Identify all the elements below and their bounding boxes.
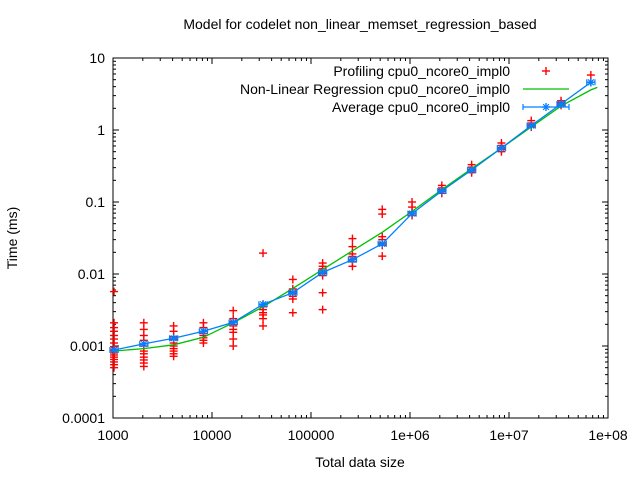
legend-sample-average-marker (542, 103, 550, 111)
legend-label-profiling: Profiling cpu0_ncore0_impl0 (333, 63, 510, 79)
x-tick-label: 10000 (193, 427, 232, 443)
average-point (408, 210, 416, 217)
average-point (319, 269, 326, 276)
average-point (557, 100, 565, 108)
y-tick-label: 1 (97, 122, 105, 138)
average-point (140, 340, 148, 348)
average-line (113, 81, 592, 351)
x-tick-label: 1e+08 (588, 427, 628, 443)
average-point (527, 122, 535, 129)
x-ticks: 1000 10000 100000 1e+06 1e+07 1e+08 (97, 58, 628, 443)
plot-border (112, 57, 609, 419)
average-point (349, 256, 356, 264)
legend-samples (522, 67, 570, 111)
average-point (438, 187, 446, 195)
x-tick-label: 1e+06 (390, 427, 430, 443)
x-tick-label: 1000 (97, 427, 128, 443)
y-axis-label: Time (ms) (4, 207, 20, 269)
average-point (259, 300, 267, 308)
legend-label-average: Average cpu0_ncore0_impl0 (332, 99, 510, 115)
average-point (498, 144, 505, 152)
legend-label-regression: Non-Linear Regression cpu0_ncore0_impl0 (240, 81, 510, 97)
y-tick-label: 0.0001 (62, 410, 105, 426)
x-tick-label: 100000 (288, 427, 335, 443)
y-tick-label: 0.01 (78, 266, 105, 282)
average-point (468, 166, 475, 174)
chart-title: Model for codelet non_linear_memset_regr… (183, 16, 536, 32)
x-tick-label: 1e+07 (489, 427, 529, 443)
regression-line (112, 86, 598, 352)
average-point (587, 78, 595, 86)
average-point (110, 346, 118, 354)
series-regression (112, 86, 598, 352)
average-point (378, 240, 386, 248)
series-profiling (110, 71, 595, 372)
average-point (170, 334, 177, 342)
x-axis-label: Total data size (315, 454, 405, 470)
average-point (229, 319, 237, 326)
average-point (200, 327, 207, 335)
y-tick-label: 0.001 (70, 338, 105, 354)
y-tick-label: 10 (89, 50, 105, 66)
plot-area: 1000 10000 100000 1e+06 1e+07 1e+08 0.0001 0.00… (62, 50, 628, 443)
series-average (109, 78, 596, 354)
y-tick-label: 0.1 (86, 194, 106, 210)
average-point (289, 289, 297, 296)
